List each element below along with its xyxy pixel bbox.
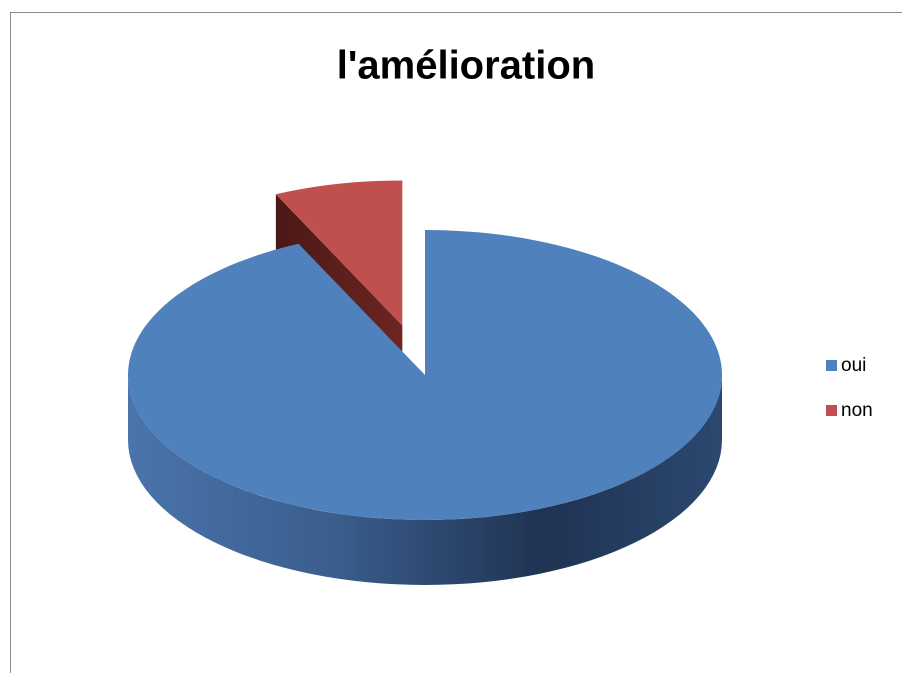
legend-label: oui: [841, 355, 866, 376]
pie-side: [128, 375, 722, 585]
legend-swatch: [826, 360, 837, 371]
chart-title: l'amélioration: [337, 44, 595, 88]
chart-border: [10, 12, 902, 673]
pie-slice: [127, 230, 722, 520]
pie-slice: [275, 180, 403, 326]
legend-swatch: [826, 405, 837, 416]
legend-label: non: [841, 400, 873, 421]
